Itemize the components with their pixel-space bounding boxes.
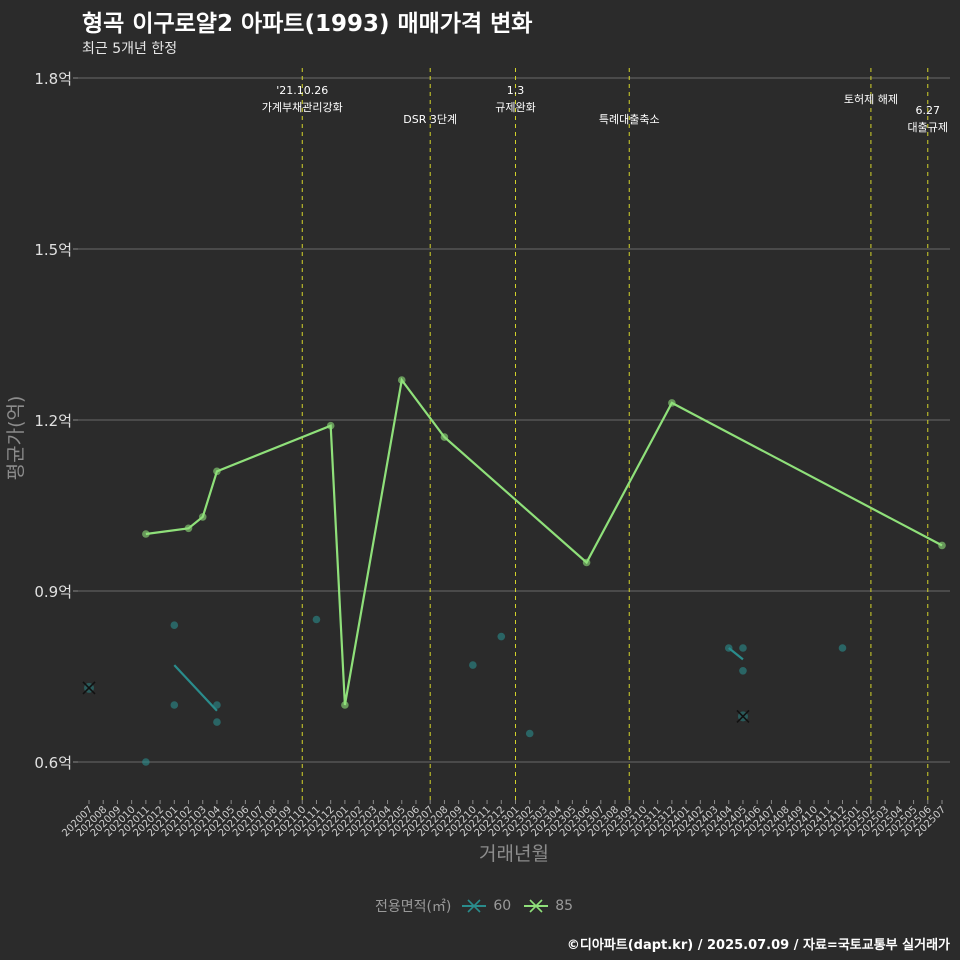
legend-key-85-icon: [524, 899, 549, 913]
legend-title: 전용면적(㎡): [374, 899, 452, 915]
series-85-point: [198, 513, 207, 521]
y-tick-label: 0.6억: [34, 754, 72, 772]
legend: 전용면적(㎡) 60 85: [0, 896, 960, 916]
chart-title: 형곡 이구로얄2 아파트(1993) 매매가격 변화: [82, 11, 533, 37]
event-label: 특례대출축소: [599, 113, 660, 126]
series-60-point: [213, 701, 221, 709]
series-85-point: [668, 399, 676, 407]
legend-item-85: 85: [523, 898, 573, 914]
series-85-point: [184, 524, 193, 533]
series-60-x-marker: [736, 709, 750, 723]
series-60-point: [170, 621, 179, 629]
event-label: 규제완화: [495, 101, 535, 114]
series-60-x-marker: [82, 681, 96, 695]
series-60-point: [838, 644, 847, 652]
y-tick-label: 1.2억: [34, 412, 72, 430]
x-axis-title: 거래년월: [479, 843, 549, 865]
chart-subtitle: 최근 5개년 한정: [82, 41, 178, 57]
event-label: 1.3: [507, 84, 525, 97]
series-60-point: [213, 718, 221, 726]
series-60-point: [739, 644, 747, 652]
series-85-point: [326, 421, 335, 430]
y-axis-title: 평균가(억): [5, 396, 27, 481]
event-label: 6.27: [916, 104, 941, 117]
source-caption: ©디아파트(dapt.kr) / 2025.07.09 / 자료=국토교통부 실…: [566, 938, 950, 953]
series-85-point: [213, 467, 221, 476]
y-tick-label: 0.9억: [34, 583, 72, 601]
legend-item-60: 60: [461, 898, 511, 914]
series-60-line: [173, 664, 218, 712]
series-60-point: [739, 667, 747, 675]
event-label: 가계부채관리강화: [262, 101, 343, 114]
series-60-point: [724, 644, 733, 652]
event-label: DSR 3단계: [403, 113, 457, 126]
y-tick-label: 1.5억: [34, 241, 72, 259]
series-85-point: [397, 376, 406, 384]
series-60-point: [525, 729, 534, 738]
event-label: 대출규제: [908, 121, 948, 134]
legend-label-60: 60: [493, 898, 512, 914]
series-60-point: [469, 661, 477, 669]
series-85-point: [938, 541, 946, 550]
y-tick-label: 1.8억: [34, 70, 72, 88]
series-85-point: [440, 433, 449, 441]
series-85-point: [142, 530, 150, 538]
event-label: 토허제 해제: [844, 92, 898, 106]
series-85-point: [582, 558, 591, 567]
series-60-point: [142, 758, 150, 766]
legend-label-85: 85: [555, 898, 574, 914]
series-85-line: [145, 377, 943, 706]
event-label: '21.10.26: [276, 84, 328, 97]
legend-key-60-icon: [462, 899, 487, 913]
series-85-point: [341, 701, 349, 709]
series-60-point: [170, 701, 179, 709]
series-60-point: [497, 632, 506, 641]
series-60-point: [312, 615, 321, 624]
